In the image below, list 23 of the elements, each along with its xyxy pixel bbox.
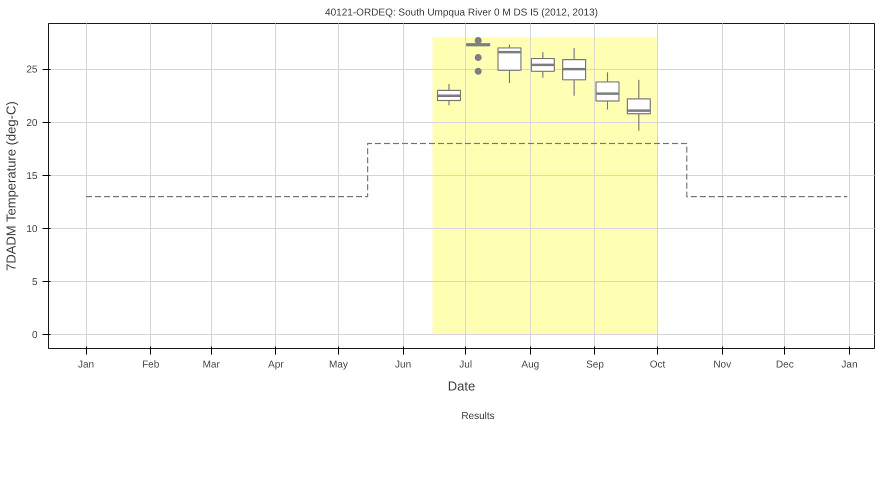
x-tick-label: Sep — [586, 360, 604, 370]
y-tick-label: 25 — [26, 64, 38, 76]
x-tick-label: May — [328, 360, 348, 370]
y-tick-label: 5 — [32, 277, 38, 288]
x-tick-label: Jan — [78, 360, 94, 370]
x-tick-label: Aug — [521, 360, 540, 370]
x-tick-label: Oct — [650, 360, 666, 370]
x-axis-title: Date — [448, 378, 476, 394]
x-tick-label: Jul — [459, 360, 472, 370]
chart-title: 40121-ORDEQ: South Umpqua River 0 M DS I5 (2012, 2013) — [325, 8, 598, 18]
x-tick-label: Dec — [776, 360, 794, 370]
y-tick-label: 20 — [26, 118, 38, 129]
y-tick-label: 10 — [26, 224, 38, 235]
y-tick-label: 0 — [32, 330, 38, 342]
x-tick-label: Jun — [395, 360, 412, 370]
x-tick-label: Mar — [202, 360, 220, 370]
text: Results — [461, 410, 495, 422]
x-tick-label: Jan — [841, 360, 858, 370]
y-tick-label: 15 — [26, 170, 38, 182]
x-tick-label: Feb — [142, 360, 160, 370]
x-tick-label: Apr — [268, 360, 284, 370]
y-axis-title: 7DADM Temperature (deg-C) — [3, 101, 18, 271]
x-tick-label: Nov — [713, 360, 732, 370]
